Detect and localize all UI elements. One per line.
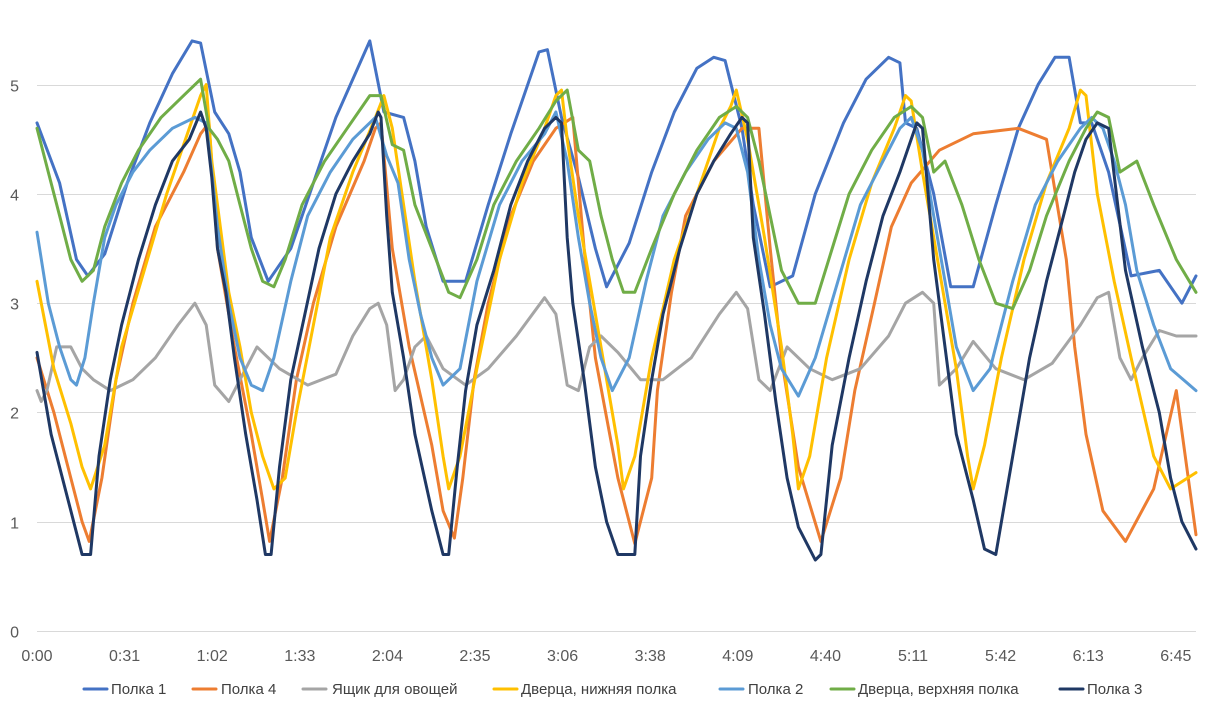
x-tick-label: 5:11 (898, 648, 928, 665)
y-tick-label: 3 (10, 297, 19, 314)
x-tick-label: 3:06 (547, 648, 578, 665)
legend: Полка 1 Полка 4 Ящик для овощей Дверца, ниж… (82, 681, 1142, 698)
x-tick-label: 6:45 (1160, 648, 1191, 665)
x-tick-label: 3:38 (635, 648, 666, 665)
y-tick-label: 5 (10, 79, 19, 96)
legend-label: Полка 1 (111, 681, 166, 698)
axes: 0 1 2 3 4 5 0:00 0:31 1:02 1:33 2:04 2:35 3:06 3:38 4:… (10, 79, 1196, 665)
legend-label: Полка 4 (221, 681, 276, 698)
legend-label: Дверца, нижняя полка (521, 681, 677, 698)
x-tick-label: 0:00 (21, 648, 52, 665)
series-line-7 (35, 110, 1198, 562)
series-line-1 (35, 39, 1198, 305)
y-tick-label: 4 (10, 188, 19, 205)
x-tick-label: 1:33 (284, 648, 315, 665)
legend-label: Ящик для овощей (332, 681, 457, 698)
x-tick-label: 0:31 (109, 648, 140, 665)
y-tick-label: 1 (10, 516, 19, 533)
legend-label: Полка 2 (748, 681, 803, 698)
legend-label: Полка 3 (1087, 681, 1142, 698)
series-line-4 (35, 83, 1198, 491)
series-line-3 (35, 290, 1198, 403)
x-tick-label: 6:13 (1073, 648, 1104, 665)
series-line-5 (35, 110, 1198, 398)
x-tick-label: 5:42 (985, 648, 1016, 665)
y-tick-label: 0 (10, 625, 19, 642)
x-tick-label: 1:02 (197, 648, 228, 665)
plot-area-series (35, 39, 1198, 562)
x-tick-label: 2:04 (372, 648, 403, 665)
x-tick-label: 2:35 (459, 648, 490, 665)
series-line-6 (35, 77, 1198, 311)
x-tick-label: 4:40 (810, 648, 841, 665)
y-tick-label: 2 (10, 406, 19, 423)
x-tick-label: 4:09 (722, 648, 753, 665)
legend-label: Дверца, верхняя полка (858, 681, 1019, 698)
